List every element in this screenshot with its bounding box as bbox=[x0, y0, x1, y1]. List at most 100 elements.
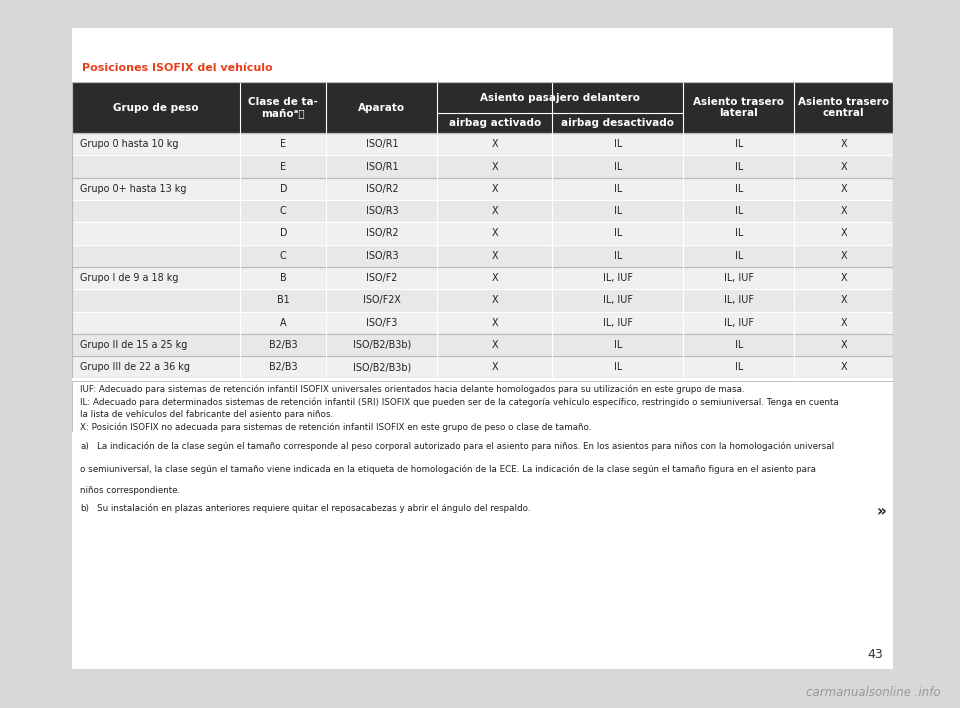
Text: IL, IUF: IL, IUF bbox=[724, 295, 754, 305]
Text: IL: IL bbox=[613, 161, 622, 171]
Text: X: X bbox=[840, 184, 847, 194]
Bar bbox=[684, 356, 794, 378]
Bar bbox=[72, 267, 240, 289]
Text: IL, IUF: IL, IUF bbox=[724, 318, 754, 328]
Bar bbox=[72, 82, 240, 133]
Text: E: E bbox=[280, 161, 286, 171]
Text: IL: IL bbox=[734, 206, 743, 216]
Text: IL: IL bbox=[734, 340, 743, 350]
Text: X: X bbox=[492, 295, 498, 305]
Bar bbox=[437, 133, 552, 156]
Bar bbox=[72, 156, 240, 178]
Bar bbox=[684, 156, 794, 178]
Bar bbox=[72, 133, 240, 156]
Bar bbox=[552, 133, 684, 156]
Text: Asiento trasero
central: Asiento trasero central bbox=[798, 97, 889, 118]
Text: ISO/F2X: ISO/F2X bbox=[363, 295, 400, 305]
Text: Grupo 0+ hasta 13 kg: Grupo 0+ hasta 13 kg bbox=[81, 184, 186, 194]
Text: Asiento pasajero delantero: Asiento pasajero delantero bbox=[480, 93, 640, 103]
Text: ISO/R1: ISO/R1 bbox=[366, 139, 398, 149]
Bar bbox=[437, 222, 552, 245]
Text: Transporte seguro de niños: Transporte seguro de niños bbox=[379, 35, 586, 48]
Text: X: X bbox=[492, 340, 498, 350]
Text: X: X bbox=[840, 206, 847, 216]
Text: IL: IL bbox=[613, 206, 622, 216]
Text: B2/B3: B2/B3 bbox=[269, 362, 298, 372]
Bar bbox=[240, 356, 326, 378]
Text: X: X bbox=[492, 318, 498, 328]
Text: Grupo III de 22 a 36 kg: Grupo III de 22 a 36 kg bbox=[81, 362, 190, 372]
Bar bbox=[552, 178, 684, 200]
Text: ISO/R3: ISO/R3 bbox=[366, 251, 398, 261]
Bar bbox=[794, 356, 893, 378]
Bar bbox=[437, 82, 552, 133]
Bar bbox=[72, 356, 240, 378]
Bar bbox=[794, 222, 893, 245]
Text: la lista de vehículos del fabricante del asiento para niños.: la lista de vehículos del fabricante del… bbox=[81, 410, 333, 419]
Text: IL: IL bbox=[613, 362, 622, 372]
Bar bbox=[437, 200, 552, 222]
Text: X: X bbox=[492, 139, 498, 149]
Bar bbox=[437, 267, 552, 289]
Bar bbox=[552, 333, 684, 356]
Bar bbox=[552, 222, 684, 245]
Text: E: E bbox=[280, 139, 286, 149]
Text: IL: IL bbox=[734, 139, 743, 149]
Bar bbox=[240, 82, 326, 133]
Bar bbox=[794, 178, 893, 200]
Text: Grupo de peso: Grupo de peso bbox=[113, 103, 199, 113]
Text: IL: IL bbox=[613, 229, 622, 239]
Text: IL: IL bbox=[613, 251, 622, 261]
Text: IL: IL bbox=[613, 184, 622, 194]
Bar bbox=[552, 289, 684, 312]
Bar bbox=[794, 333, 893, 356]
Bar bbox=[437, 156, 552, 178]
Text: »: » bbox=[876, 504, 886, 519]
Text: ISO/B2/B3b): ISO/B2/B3b) bbox=[352, 340, 411, 350]
Text: A: A bbox=[280, 318, 287, 328]
Text: Grupo I de 9 a 18 kg: Grupo I de 9 a 18 kg bbox=[81, 273, 179, 283]
Bar bbox=[72, 333, 240, 356]
Bar bbox=[684, 244, 794, 267]
Bar bbox=[552, 200, 684, 222]
Bar bbox=[552, 156, 684, 178]
Text: carmanualsonline .info: carmanualsonline .info bbox=[806, 686, 941, 700]
Text: IL, IUF: IL, IUF bbox=[603, 318, 633, 328]
Bar bbox=[794, 200, 893, 222]
Text: X: X bbox=[840, 161, 847, 171]
Text: X: X bbox=[840, 273, 847, 283]
Text: airbag desactivado: airbag desactivado bbox=[562, 118, 674, 128]
Bar bbox=[326, 356, 437, 378]
Text: X: X bbox=[840, 295, 847, 305]
Bar bbox=[684, 178, 794, 200]
Bar bbox=[794, 267, 893, 289]
Text: IL: Adecuado para determinados sistemas de retención infantil (SRI) ISOFIX que p: IL: Adecuado para determinados sistemas … bbox=[81, 397, 839, 407]
Bar bbox=[72, 200, 240, 222]
Bar bbox=[437, 333, 552, 356]
Text: Aparato: Aparato bbox=[358, 103, 405, 113]
Text: IL: IL bbox=[613, 340, 622, 350]
Text: La indicación de la clase según el tamaño corresponde al peso corporal autorizad: La indicación de la clase según el tamañ… bbox=[97, 442, 833, 451]
Text: X: X bbox=[492, 229, 498, 239]
Text: ISO/R2: ISO/R2 bbox=[366, 229, 398, 239]
Bar bbox=[240, 333, 326, 356]
Text: ISO/F3: ISO/F3 bbox=[366, 318, 397, 328]
Text: Posiciones ISOFIX del vehículo: Posiciones ISOFIX del vehículo bbox=[82, 63, 273, 73]
Bar bbox=[684, 82, 794, 133]
Bar bbox=[240, 312, 326, 334]
Bar bbox=[684, 333, 794, 356]
Bar bbox=[684, 200, 794, 222]
Bar bbox=[684, 289, 794, 312]
Text: B2/B3: B2/B3 bbox=[269, 340, 298, 350]
Bar bbox=[552, 312, 684, 334]
Bar bbox=[240, 222, 326, 245]
Text: 43: 43 bbox=[867, 649, 883, 661]
Text: ISO/R3: ISO/R3 bbox=[366, 206, 398, 216]
Text: C: C bbox=[280, 206, 287, 216]
Bar bbox=[240, 289, 326, 312]
Text: a): a) bbox=[81, 442, 89, 451]
Text: ISO/F2: ISO/F2 bbox=[366, 273, 397, 283]
Bar bbox=[72, 178, 240, 200]
Text: X: X bbox=[492, 273, 498, 283]
Bar bbox=[437, 244, 552, 267]
